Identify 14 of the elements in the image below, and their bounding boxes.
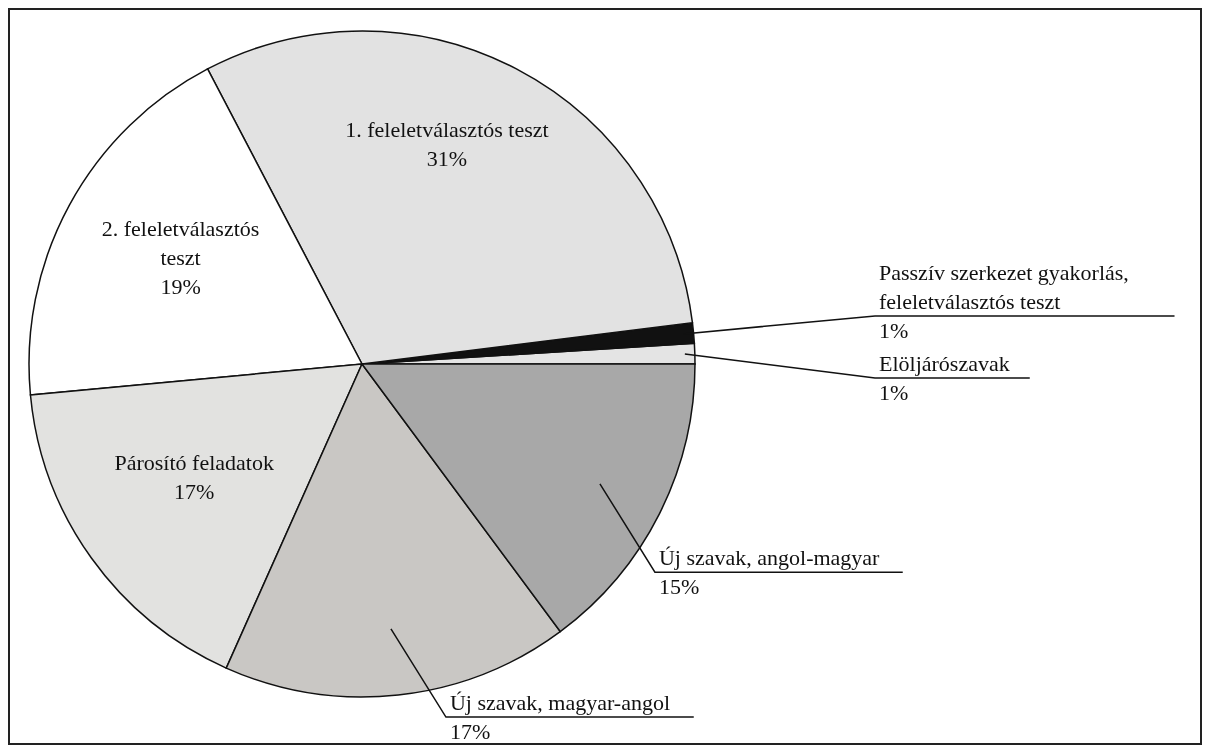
slice-label: 2. feleletválasztós teszt — [101, 216, 260, 271]
slice-label: 1. feleletválasztós teszt — [345, 117, 549, 143]
data-label: 17% — [174, 478, 215, 504]
slice-label: Elöljárószavak — [879, 350, 1010, 376]
data-label: 1% — [879, 317, 909, 343]
slice-label: Új szavak, magyar-angol — [449, 690, 671, 716]
data-label: 17% — [449, 719, 491, 745]
data-label: 31% — [426, 146, 468, 172]
slice-label: Passzív szerkezet gyakorlás, feleletválasztós teszt — [879, 259, 1129, 314]
slice-label: Párosító feladatok — [114, 449, 274, 475]
data-label: 19% — [160, 274, 201, 300]
data-label: 1% — [879, 379, 909, 405]
slice-label: Új szavak, angol-magyar — [658, 545, 881, 571]
data-label: 15% — [658, 574, 700, 600]
